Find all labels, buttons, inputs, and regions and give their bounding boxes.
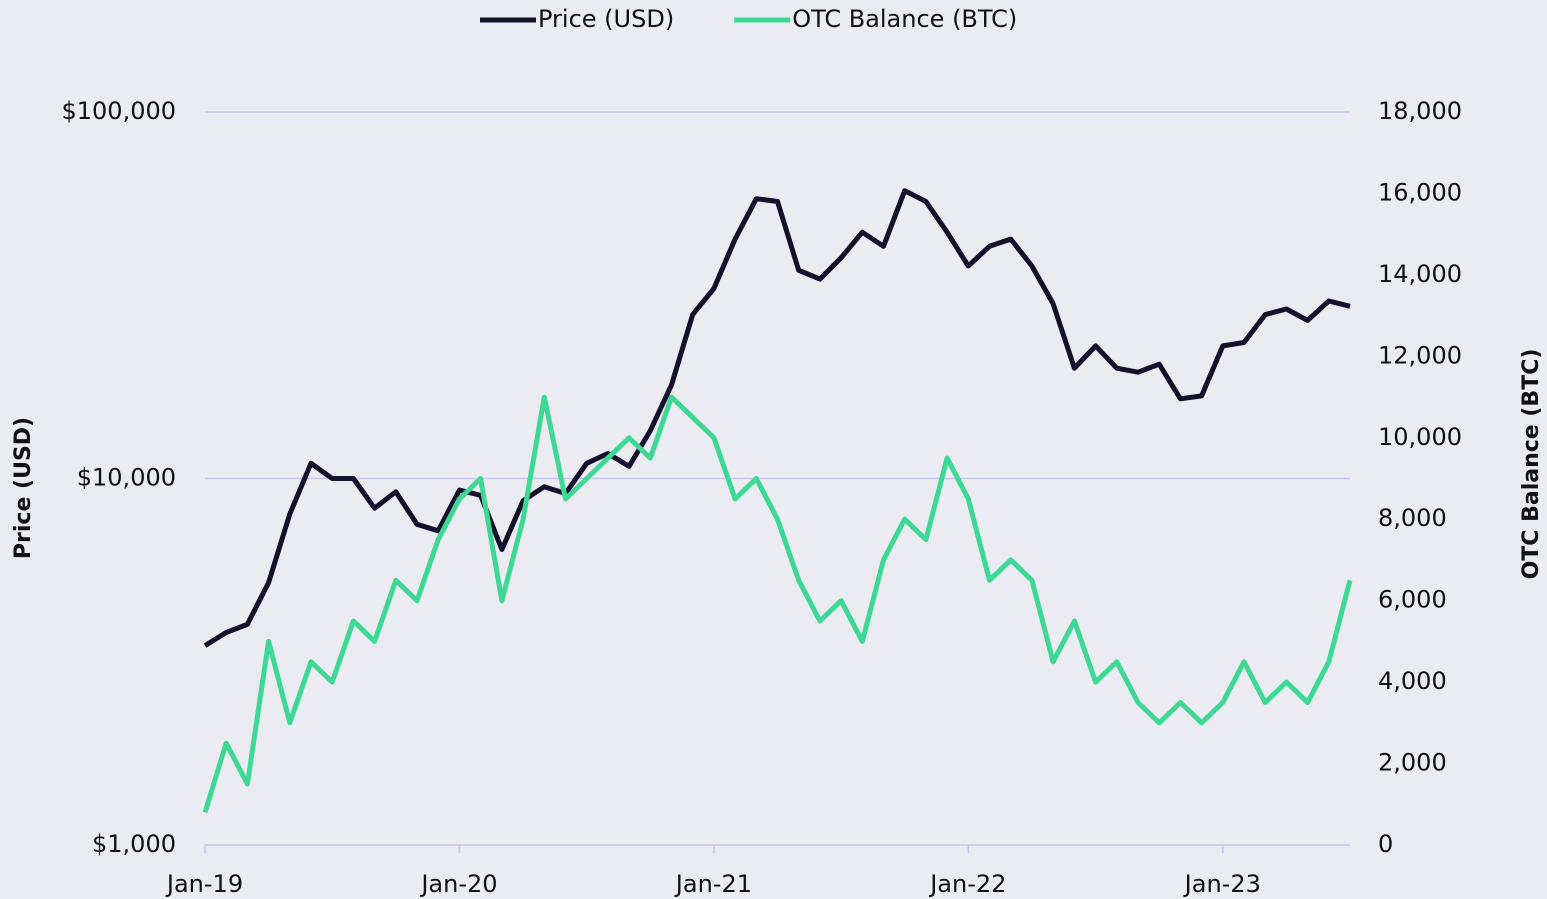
x-tick-label: Jan-21 [674,870,752,898]
y-tick-label: $1,000 [92,830,176,858]
series-line [202,394,1353,814]
x-tick-label: Jan-22 [928,870,1006,898]
y2-axis-title: OTC Balance (BTC) [1519,349,1544,580]
legend-label: Price (USD) [538,5,674,33]
y2-tick-label: 2,000 [1378,749,1447,777]
y-tick-label: $10,000 [77,464,176,492]
y2-tick-label: 18,000 [1378,97,1462,125]
y2-tick-label: 8,000 [1378,504,1447,532]
x-tick-label: Jan-23 [1183,870,1261,898]
y2-tick-label: 10,000 [1378,423,1462,451]
y-axis-title: Price (USD) [11,417,36,559]
x-tick-label: Jan-20 [419,870,497,898]
series-line [203,188,1351,648]
y2-tick-label: 4,000 [1378,667,1447,695]
y2-tick-label: 0 [1378,830,1393,858]
x-tick-label: Jan-19 [165,870,243,898]
y2-tick-label: 12,000 [1378,341,1462,369]
y-tick-label: $100,000 [61,97,176,125]
y2-tick-label: 6,000 [1378,586,1447,614]
y2-tick-label: 14,000 [1378,260,1462,288]
legend-label: OTC Balance (BTC) [792,5,1017,33]
y2-tick-label: 16,000 [1378,178,1462,206]
